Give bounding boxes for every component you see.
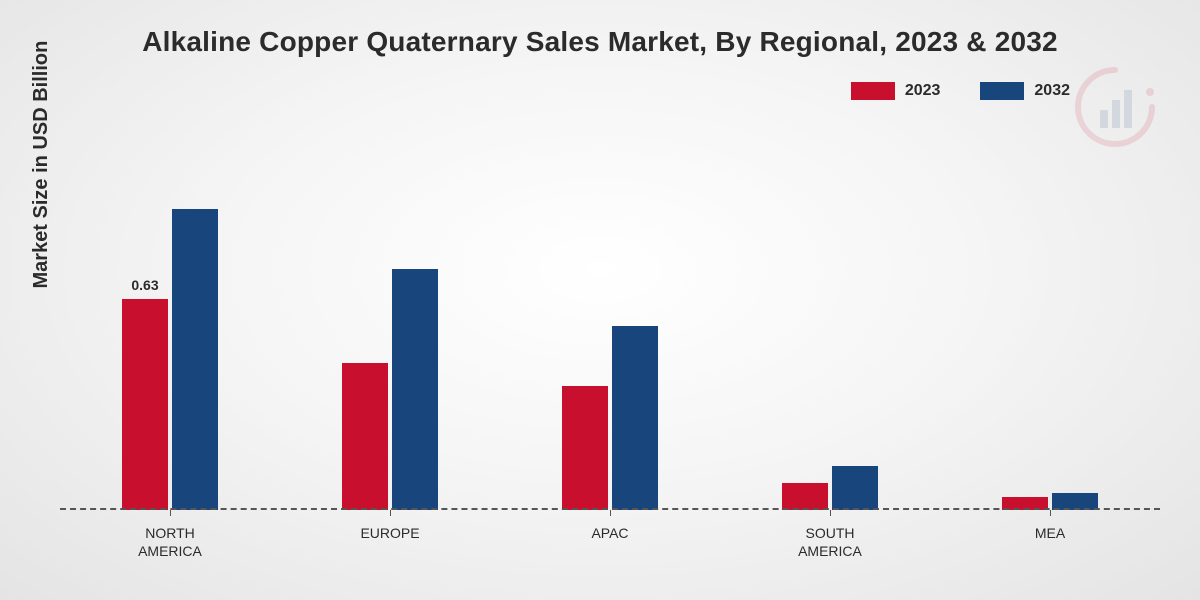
bar bbox=[782, 483, 828, 510]
legend-item-2023: 2023 bbox=[851, 82, 941, 100]
x-axis-label: MEA bbox=[940, 525, 1160, 560]
legend-swatch-2032 bbox=[980, 82, 1024, 100]
watermark-logo bbox=[1070, 62, 1160, 157]
x-tick bbox=[610, 510, 611, 516]
x-tick bbox=[170, 510, 171, 516]
bar bbox=[562, 386, 608, 510]
bar-group: 0.63 bbox=[60, 175, 280, 510]
legend: 2023 2032 bbox=[851, 82, 1070, 100]
plot-area: 0.63 bbox=[60, 175, 1160, 510]
x-tick bbox=[390, 510, 391, 516]
bar: 0.63 bbox=[122, 299, 168, 510]
bar-group bbox=[940, 175, 1160, 510]
bar-group bbox=[500, 175, 720, 510]
legend-swatch-2023 bbox=[851, 82, 895, 100]
x-axis-labels: NORTH AMERICAEUROPEAPACSOUTH AMERICAMEA bbox=[60, 525, 1160, 560]
bar bbox=[612, 326, 658, 510]
legend-item-2032: 2032 bbox=[980, 82, 1070, 100]
x-axis-label: EUROPE bbox=[280, 525, 500, 560]
bar bbox=[392, 269, 438, 510]
bar-groups: 0.63 bbox=[60, 175, 1160, 510]
legend-label-2023: 2023 bbox=[905, 82, 941, 100]
x-axis-label: SOUTH AMERICA bbox=[720, 525, 940, 560]
y-axis-label: Market Size in USD Billion bbox=[30, 41, 53, 289]
chart-container: Alkaline Copper Quaternary Sales Market,… bbox=[0, 0, 1200, 600]
x-tick bbox=[830, 510, 831, 516]
bar-group bbox=[280, 175, 500, 510]
x-axis-label: APAC bbox=[500, 525, 720, 560]
bar bbox=[172, 209, 218, 511]
chart-title: Alkaline Copper Quaternary Sales Market,… bbox=[0, 26, 1200, 58]
legend-label-2032: 2032 bbox=[1034, 82, 1070, 100]
x-axis-label: NORTH AMERICA bbox=[60, 525, 280, 560]
bar-group bbox=[720, 175, 940, 510]
bar bbox=[832, 466, 878, 510]
bar-value-label: 0.63 bbox=[131, 277, 158, 293]
x-tick bbox=[1050, 510, 1051, 516]
bar bbox=[342, 363, 388, 510]
x-axis-baseline bbox=[60, 508, 1160, 510]
